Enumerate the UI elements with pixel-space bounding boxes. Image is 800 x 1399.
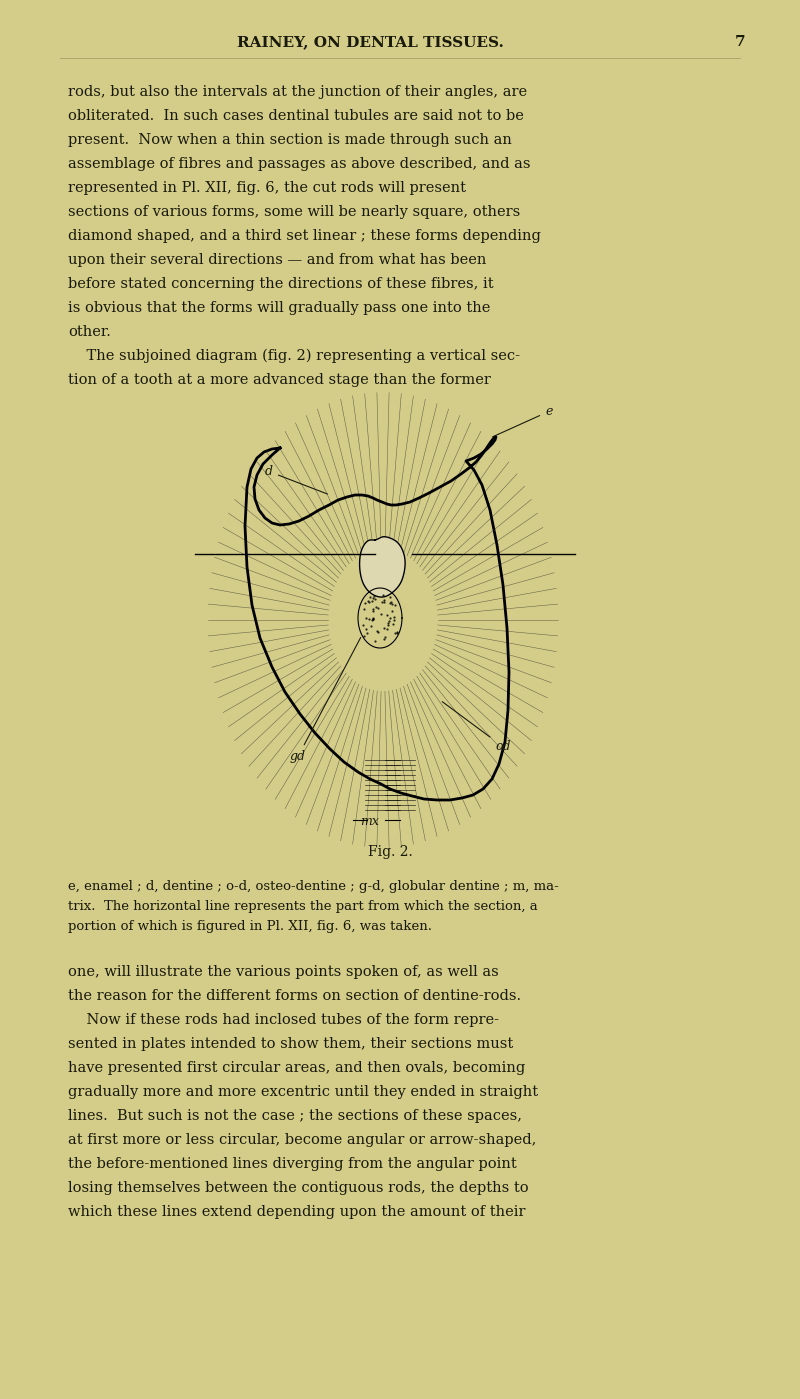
Text: rods, but also the intervals at the junction of their angles, are: rods, but also the intervals at the junc… xyxy=(68,85,527,99)
Text: tion of a tooth at a more advanced stage than the former: tion of a tooth at a more advanced stage… xyxy=(68,374,491,388)
Text: diamond shaped, and a third set linear ; these forms depending: diamond shaped, and a third set linear ;… xyxy=(68,229,541,243)
Text: losing themselves between the contiguous rods, the depths to: losing themselves between the contiguous… xyxy=(68,1181,529,1195)
Text: gd: gd xyxy=(290,638,361,762)
Text: portion of which is figured in Pl. XII, fig. 6, was taken.: portion of which is figured in Pl. XII, … xyxy=(68,921,432,933)
Text: the before-mentioned lines diverging from the angular point: the before-mentioned lines diverging fro… xyxy=(68,1157,517,1171)
Polygon shape xyxy=(359,537,405,597)
Text: assemblage of fibres and passages as above described, and as: assemblage of fibres and passages as abo… xyxy=(68,157,530,171)
Text: RAINEY, ON DENTAL TISSUES.: RAINEY, ON DENTAL TISSUES. xyxy=(237,35,503,49)
Text: trix.  The horizontal line represents the part from which the section, a: trix. The horizontal line represents the… xyxy=(68,900,538,914)
Text: before stated concerning the directions of these fibres, it: before stated concerning the directions … xyxy=(68,277,494,291)
Text: 7: 7 xyxy=(734,35,746,49)
Text: obliterated.  In such cases dentinal tubules are said not to be: obliterated. In such cases dentinal tubu… xyxy=(68,109,524,123)
Text: sections of various forms, some will be nearly square, others: sections of various forms, some will be … xyxy=(68,206,520,220)
Text: gradually more and more excentric until they ended in straight: gradually more and more excentric until … xyxy=(68,1086,538,1100)
Text: lines.  But such is not the case ; the sections of these spaces,: lines. But such is not the case ; the se… xyxy=(68,1109,522,1123)
Text: The subjoined diagram (fig. 2) representing a vertical sec-: The subjoined diagram (fig. 2) represent… xyxy=(68,348,520,364)
Text: is obvious that the forms will gradually pass one into the: is obvious that the forms will gradually… xyxy=(68,301,490,315)
Text: present.  Now when a thin section is made through such an: present. Now when a thin section is made… xyxy=(68,133,512,147)
Text: Fig. 2.: Fig. 2. xyxy=(368,845,412,859)
Text: upon their several directions — and from what has been: upon their several directions — and from… xyxy=(68,253,486,267)
Text: e: e xyxy=(493,404,552,436)
Text: have presented first circular areas, and then ovals, becoming: have presented first circular areas, and… xyxy=(68,1060,526,1074)
Text: mx: mx xyxy=(361,816,379,828)
Text: at first more or less circular, become angular or arrow-shaped,: at first more or less circular, become a… xyxy=(68,1133,536,1147)
Text: Now if these rods had inclosed tubes of the form repre-: Now if these rods had inclosed tubes of … xyxy=(68,1013,499,1027)
Text: od: od xyxy=(442,702,510,753)
FancyBboxPatch shape xyxy=(150,429,630,830)
Text: d: d xyxy=(265,464,327,494)
Text: which these lines extend depending upon the amount of their: which these lines extend depending upon … xyxy=(68,1205,526,1219)
Text: one, will illustrate the various points spoken of, as well as: one, will illustrate the various points … xyxy=(68,965,498,979)
Text: sented in plates intended to show them, their sections must: sented in plates intended to show them, … xyxy=(68,1037,514,1051)
Text: e, enamel ; d, dentine ; o-d, osteo-dentine ; g-d, globular dentine ; m, ma-: e, enamel ; d, dentine ; o-d, osteo-dent… xyxy=(68,880,558,893)
Text: represented in Pl. XII, fig. 6, the cut rods will present: represented in Pl. XII, fig. 6, the cut … xyxy=(68,180,466,194)
Text: the reason for the different forms on section of dentine-rods.: the reason for the different forms on se… xyxy=(68,989,521,1003)
Text: other.: other. xyxy=(68,325,111,339)
